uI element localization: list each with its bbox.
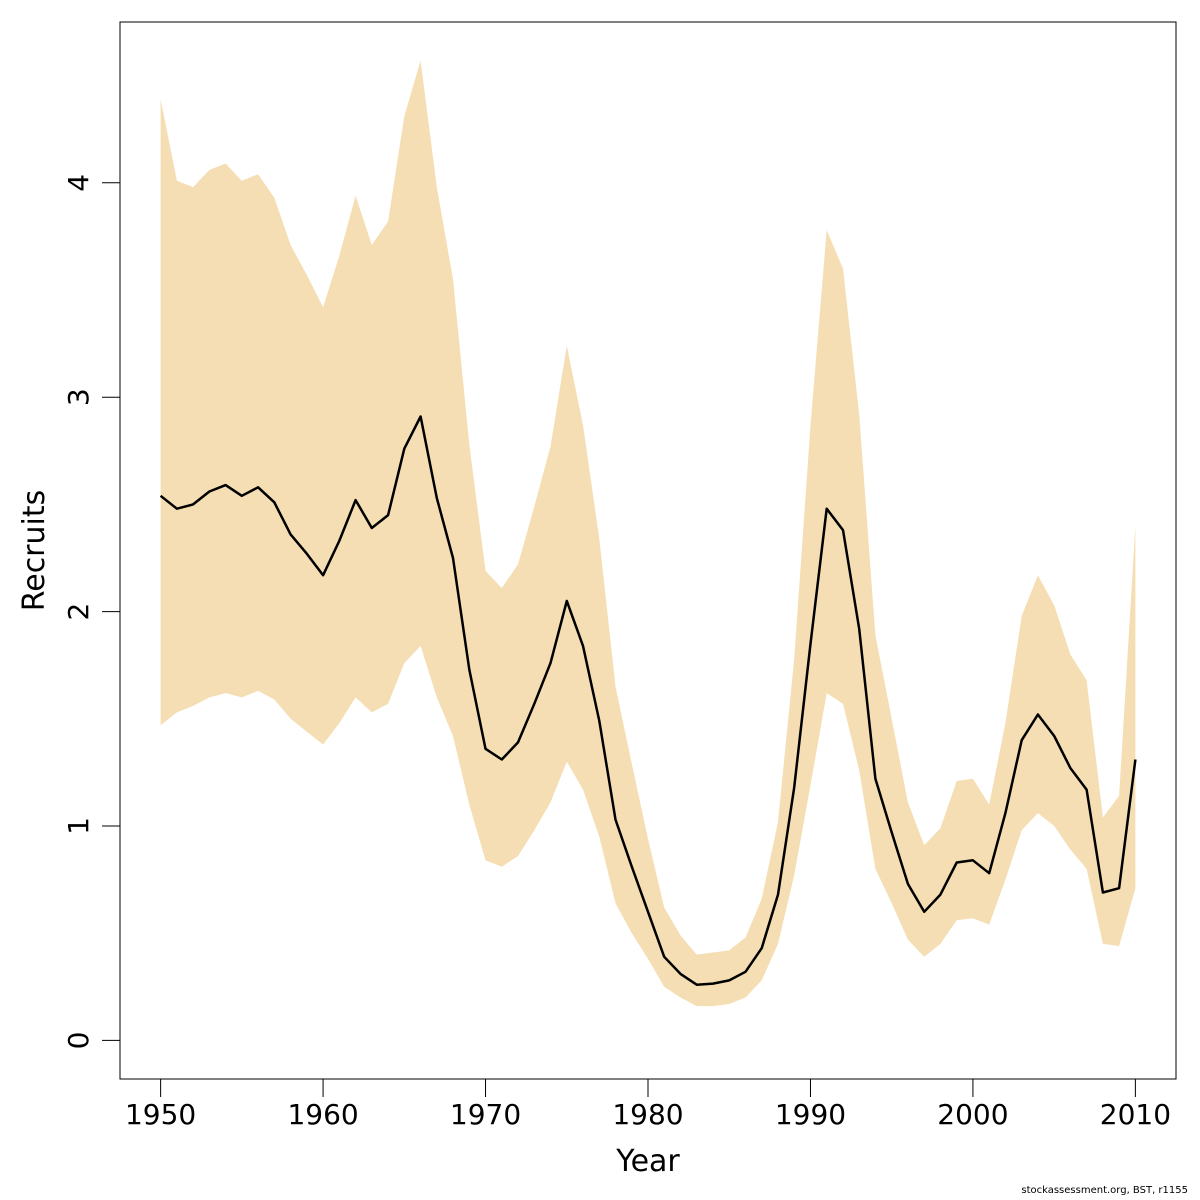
y-axis: 0 1 2 3 4 xyxy=(62,174,121,1049)
x-tick-label: 2010 xyxy=(1100,1098,1171,1131)
x-tick-label: 1970 xyxy=(450,1098,521,1131)
y-axis-title: Recruits xyxy=(17,490,52,612)
y-tick-label: 0 xyxy=(62,1031,95,1049)
y-tick-label: 2 xyxy=(62,603,95,621)
x-tick-label: 1990 xyxy=(775,1098,846,1131)
y-tick-label: 3 xyxy=(62,388,95,406)
y-tick-label: 4 xyxy=(62,174,95,192)
y-tick-label: 1 xyxy=(62,817,95,835)
credit-text: stockassessment.org, BST, r1155 xyxy=(1021,1185,1188,1196)
x-tick-label: 1980 xyxy=(612,1098,683,1131)
x-tick-label: 2000 xyxy=(937,1098,1008,1131)
confidence-band-layer xyxy=(160,60,1136,1007)
recruits-line-layer xyxy=(159,415,1137,986)
confidence-band xyxy=(160,60,1136,1007)
x-tick-label: 1960 xyxy=(287,1098,358,1131)
x-axis-title: Year xyxy=(615,1144,680,1179)
x-tick-label: 1950 xyxy=(125,1098,196,1131)
recruits-line xyxy=(159,415,1137,986)
x-axis: 1950 1960 1970 1980 1990 2000 2010 xyxy=(125,1078,1171,1131)
